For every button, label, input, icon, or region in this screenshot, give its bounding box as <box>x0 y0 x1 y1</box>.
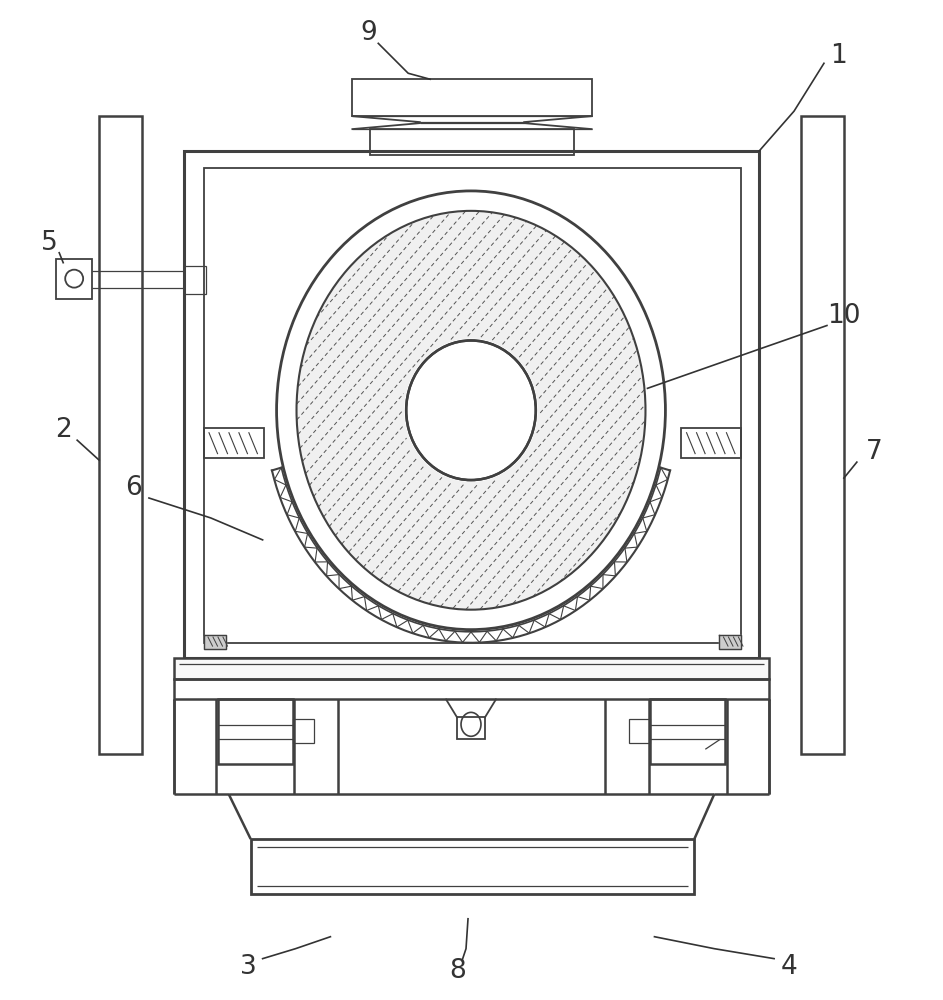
Bar <box>251 839 694 894</box>
Bar <box>99 116 142 754</box>
Ellipse shape <box>405 338 538 482</box>
Text: 9: 9 <box>360 20 376 46</box>
Bar <box>457 717 485 739</box>
Bar <box>204 168 741 643</box>
Bar <box>57 259 92 299</box>
Bar <box>353 79 591 116</box>
Bar <box>174 658 769 679</box>
Bar <box>651 699 725 764</box>
Bar <box>184 266 206 294</box>
Bar <box>629 719 651 743</box>
Text: 7: 7 <box>866 439 883 465</box>
Text: 4: 4 <box>781 954 798 980</box>
Text: 8: 8 <box>450 958 467 984</box>
Text: 2: 2 <box>55 417 72 443</box>
Ellipse shape <box>296 211 646 610</box>
Text: 10: 10 <box>827 303 861 329</box>
Text: 1: 1 <box>831 43 848 69</box>
Polygon shape <box>204 635 225 649</box>
Text: 5: 5 <box>41 230 58 256</box>
Bar <box>184 151 759 658</box>
Text: 6: 6 <box>124 475 141 501</box>
Bar <box>174 679 769 699</box>
Polygon shape <box>720 635 741 649</box>
Bar <box>204 428 264 458</box>
Bar <box>292 719 314 743</box>
Bar <box>801 116 844 754</box>
Text: 3: 3 <box>240 954 257 980</box>
Bar <box>218 699 292 764</box>
Ellipse shape <box>406 340 536 480</box>
Bar <box>682 428 741 458</box>
Bar <box>371 129 573 155</box>
